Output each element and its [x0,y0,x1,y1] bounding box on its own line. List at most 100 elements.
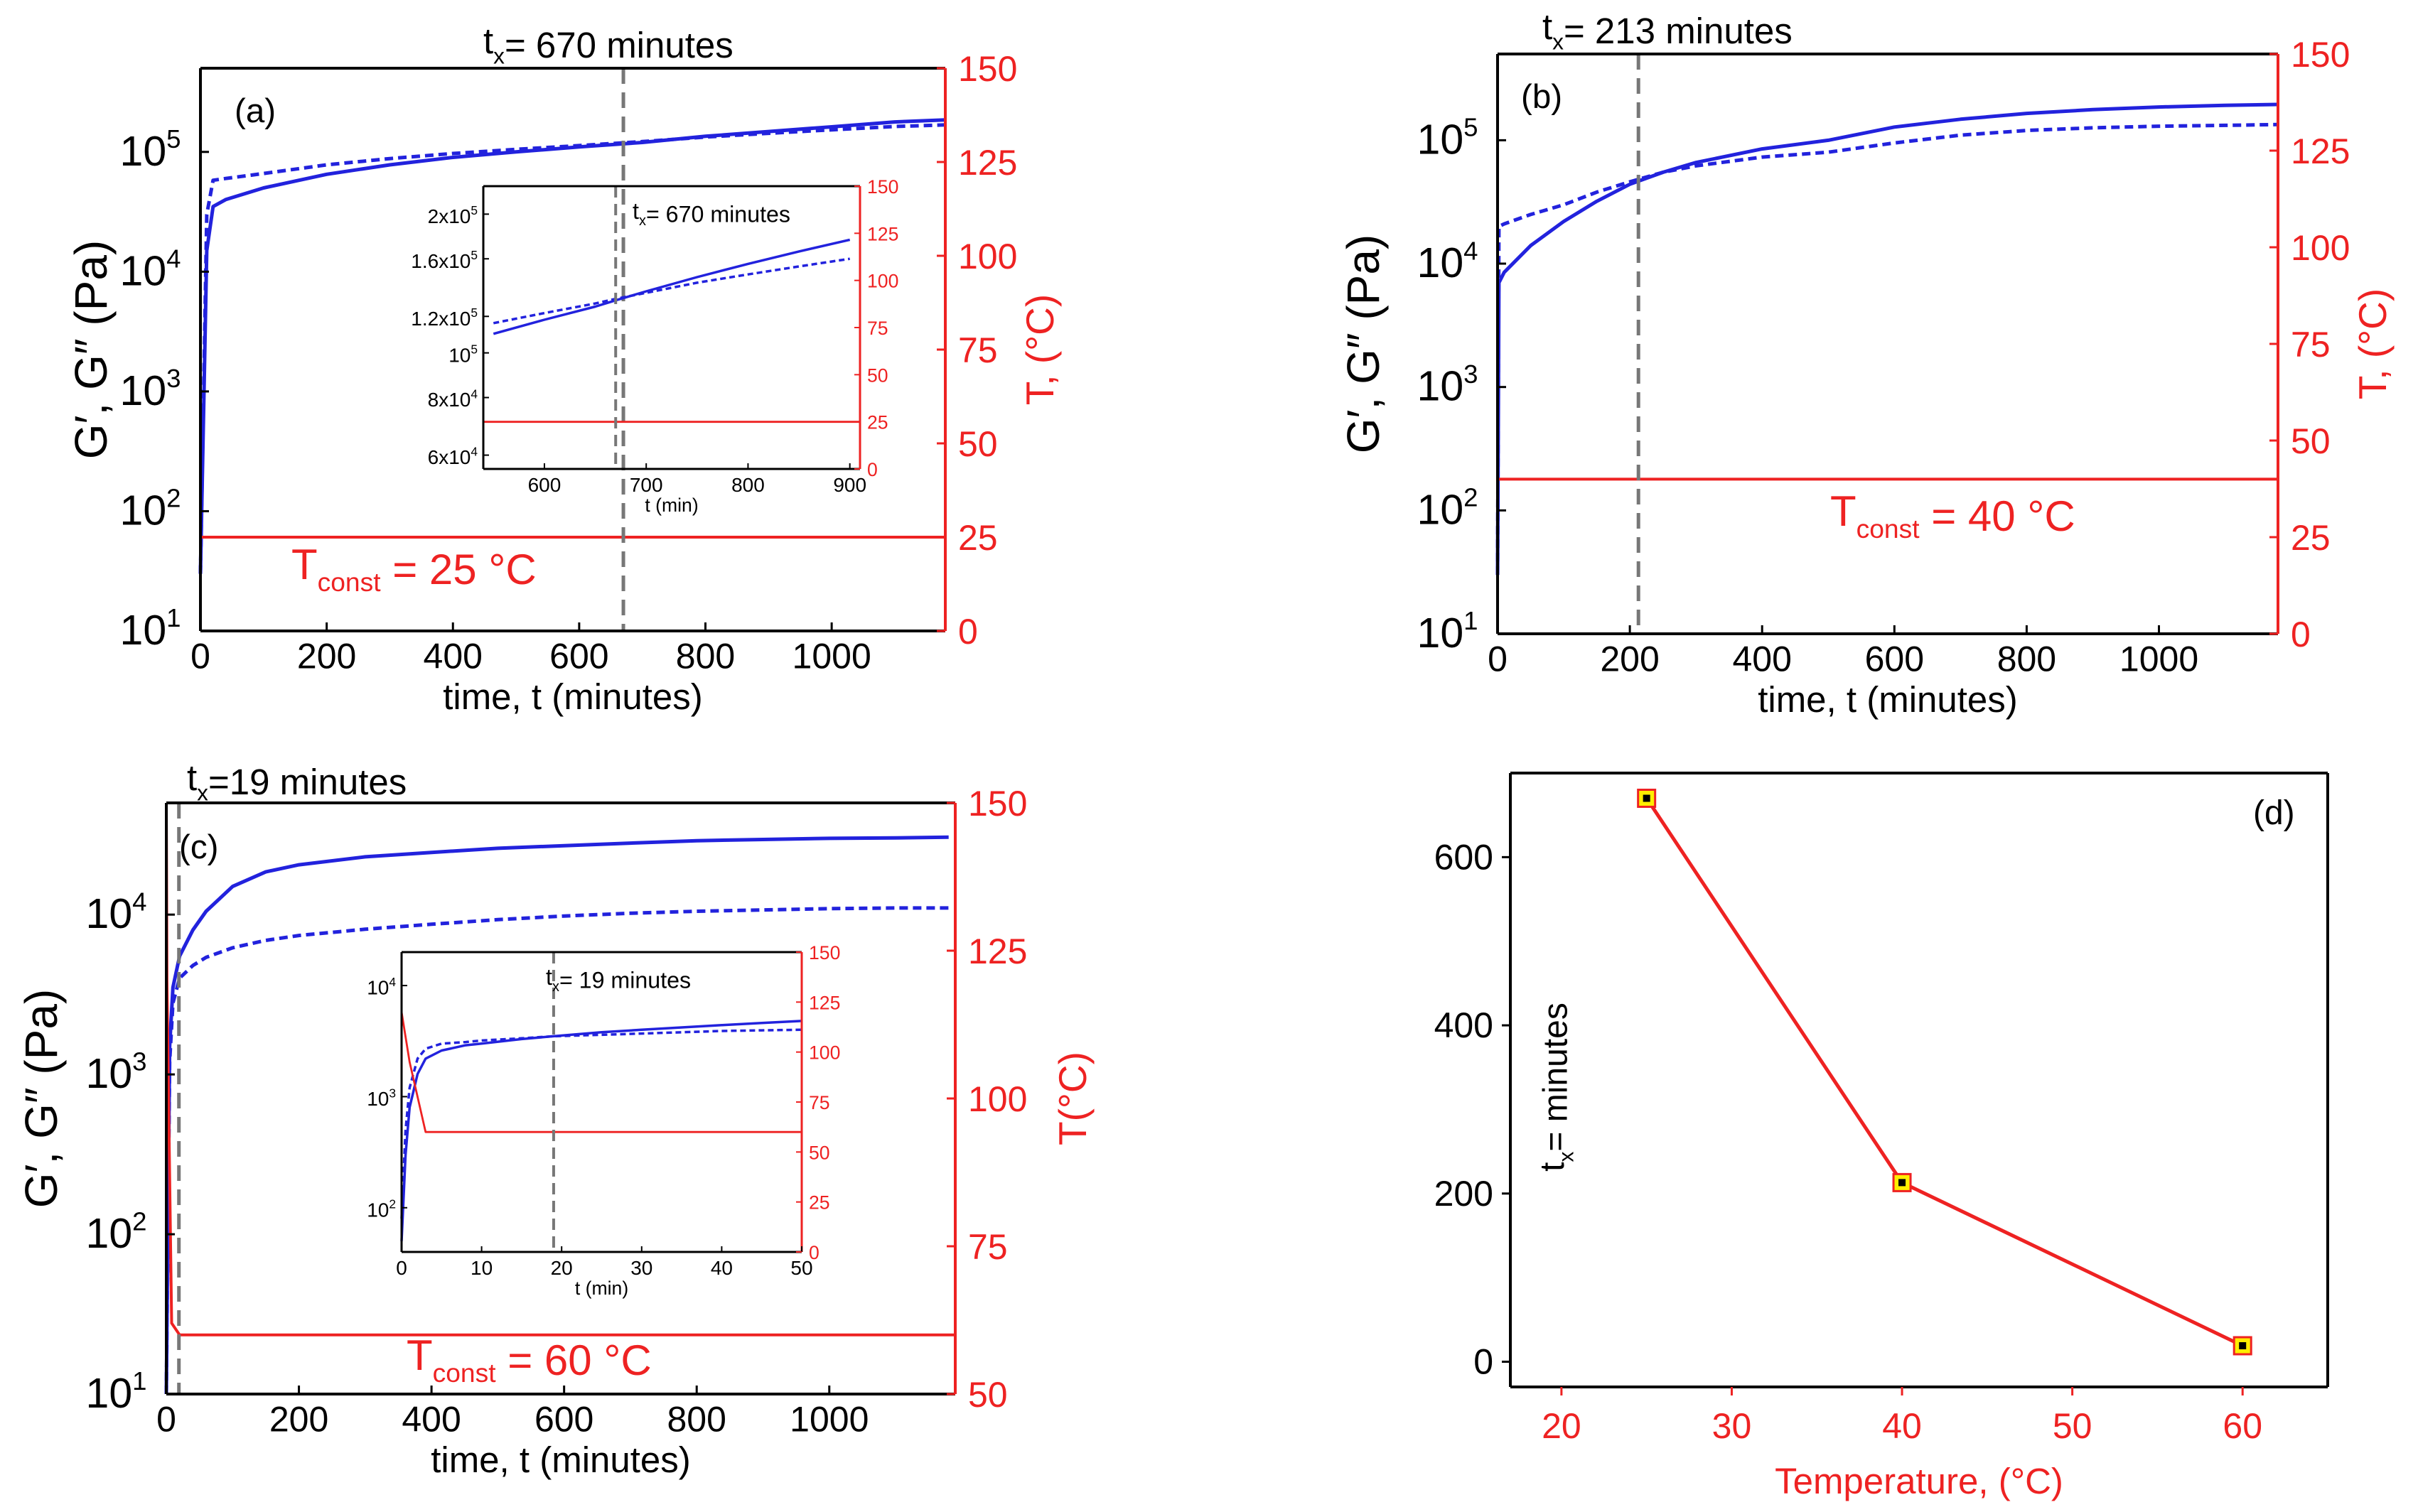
panel-b-y2tick-label: 25 [2291,518,2331,558]
panel-a-inset-y2tick-label: 50 [867,364,888,386]
panel-a-inset-xtick-label: 800 [731,474,765,496]
panel-b-ylabel: G′, G″ (Pa) [1338,234,1389,453]
panel-b-y2tick-label: 75 [2291,325,2331,364]
panel-a-inset-ytick-label: 2x105 [428,203,478,227]
panel-a-inset-ytick-label: 8x104 [428,387,478,411]
panel-a-xlabel: time, t (minutes) [443,676,703,717]
panel-a-inset-series-dashed [493,257,850,325]
panel-c-inset-series-dashed [400,1028,802,1219]
panel-c-inset-y2tick-label: 100 [809,1042,840,1064]
panel-b-y2tick-label: 125 [2291,131,2350,171]
panel-c-ytick-label: 101 [86,1366,147,1417]
panel-c-y2tick-label: 50 [968,1375,1008,1415]
panel-d-ytick-label: 400 [1434,1005,1493,1045]
panel-a-inset-xtick-label: 900 [833,474,866,496]
panel-b-ytick-label: 105 [1417,113,1478,163]
panel-b-ytick-label: 101 [1417,606,1478,657]
panel-a-y2tick-label: 50 [958,424,998,464]
panel-c-y2tick-label: 75 [968,1227,1008,1267]
panel-b-y2tick-label: 100 [2291,228,2350,268]
panel-c-ylabel: G′, G″ (Pa) [16,989,67,1208]
panel-b-y2tick-label: 50 [2291,421,2331,461]
panel-a-series-solid [198,118,946,574]
panel-a-tconst: Tconst = 25 °C [291,541,537,597]
panel-c-inset-xtick-label: 10 [471,1257,493,1279]
panel-a-title: tx= 670 minutes [483,21,734,68]
panel-a-inset-ytick-label: 1.2x105 [411,306,478,330]
panel-d-marker-center [1643,794,1650,802]
panel-d-label: (d) [2253,794,2295,832]
panel-a-xtick-label: 800 [676,637,735,676]
panel-c-xtick-label: 0 [156,1400,176,1440]
panel-c-inset-ytick-label: 104 [367,975,396,999]
panel-b-y2tick-label: 150 [2291,35,2350,75]
panel-a-inset-title: tx= 670 minutes [633,198,790,229]
panel-c-inset-xtick-label: 0 [396,1257,407,1279]
panel-c-inset-xtick-label: 50 [790,1257,812,1279]
line-layer [164,53,2329,1395]
panel-b-ytick-label: 102 [1417,483,1478,534]
panel-b-xtick-label: 400 [1732,639,1791,679]
panel-d-marker-center [1898,1179,1906,1187]
panel-a-inset-series-solid [493,238,851,335]
panel-a-label: (a) [235,92,276,130]
panel-c-inset-ytick-label: 102 [367,1197,396,1221]
panel-c-series-dashed [164,906,949,1395]
panel-c-inset-xtick-label: 20 [551,1257,573,1279]
panel-c-ytick-label: 103 [86,1047,147,1097]
panel-a-inset-y2tick-label: 100 [867,271,898,292]
panel-a-inset-xtick-label: 600 [528,474,561,496]
panel-b-xtick-label: 0 [1488,639,1508,679]
panel-c-y2label: T(°C) [1051,1052,1095,1145]
panel-a-inset-y2tick-label: 125 [867,223,898,244]
panel-a-inset-xtick-label: 700 [630,474,663,496]
panel-d-xtick-label: 60 [2223,1406,2262,1446]
panel-a-xtick-label: 600 [549,637,608,676]
panel-a-y2tick-label: 75 [958,330,998,370]
panel-d-marker-center [2239,1342,2247,1350]
panel-b-ytick-label: 104 [1417,236,1478,286]
panel-d-xtick-label: 40 [1882,1406,1922,1446]
panel-b-xtick-label: 200 [1600,639,1659,679]
panel-c-xtick-label: 400 [402,1400,461,1440]
panel-c-inset-title: tx= 19 minutes [546,964,691,995]
panel-d-ylabel: tx= minutes [1534,1003,1578,1172]
panel-b-xtick-label: 1000 [2119,639,2198,679]
panel-a-ytick-label: 103 [120,364,181,414]
panel-d-xtick-label: 30 [1712,1406,1752,1446]
panel-d-ytick-label: 200 [1434,1174,1493,1214]
panel-a-xtick-label: 1000 [792,637,871,676]
panel-c-y2tick-label: 100 [968,1079,1027,1119]
panel-c-inset-series-solid [400,1020,802,1241]
panel-a-inset-xlabel: t (min) [645,495,698,516]
panel-b-xlabel: time, t (minutes) [1758,679,2018,720]
panel-a-inset-y2tick-label: 0 [867,459,878,480]
panel-c-xtick-label: 800 [667,1400,726,1440]
panel-d-ytick-label: 600 [1434,837,1493,877]
panel-a-ytick-label: 105 [120,124,181,175]
panel-a-xtick-label: 400 [424,637,483,676]
panel-a-inset-y2tick-label: 25 [867,412,888,433]
panel-a-y2tick-label: 125 [958,143,1017,183]
panel-c-tconst: Tconst = 60 °C [407,1332,652,1388]
panel-b-ytick-label: 103 [1417,360,1478,410]
panel-b-tconst: Tconst = 40 °C [1830,487,2075,544]
panel-a-inset-y2tick-label: 75 [867,318,888,339]
panel-a-series-dashed [198,123,946,574]
panel-b-xtick-label: 800 [1997,639,2056,679]
panel-a-ytick-label: 101 [120,603,181,654]
panel-a-inset-ytick-label: 6x104 [428,444,478,468]
panel-a-ytick-label: 102 [120,484,181,534]
panel-c-label: (c) [179,828,218,866]
panel-a-y2tick-label: 0 [958,612,978,652]
panel-c-ytick-label: 102 [86,1206,147,1257]
panel-d-ytick-label: 0 [1473,1341,1493,1381]
panel-a-y2tick-label: 150 [958,49,1017,89]
panel-c-inset-y2tick-label: 125 [809,992,840,1013]
panel-c-inset-xtick-label: 40 [711,1257,733,1279]
panel-a-y2tick-label: 100 [958,237,1017,276]
panel-c-xtick-label: 600 [534,1400,593,1440]
panel-c-inset-xtick-label: 30 [630,1257,652,1279]
panel-c-inset-y2tick-label: 75 [809,1092,830,1113]
